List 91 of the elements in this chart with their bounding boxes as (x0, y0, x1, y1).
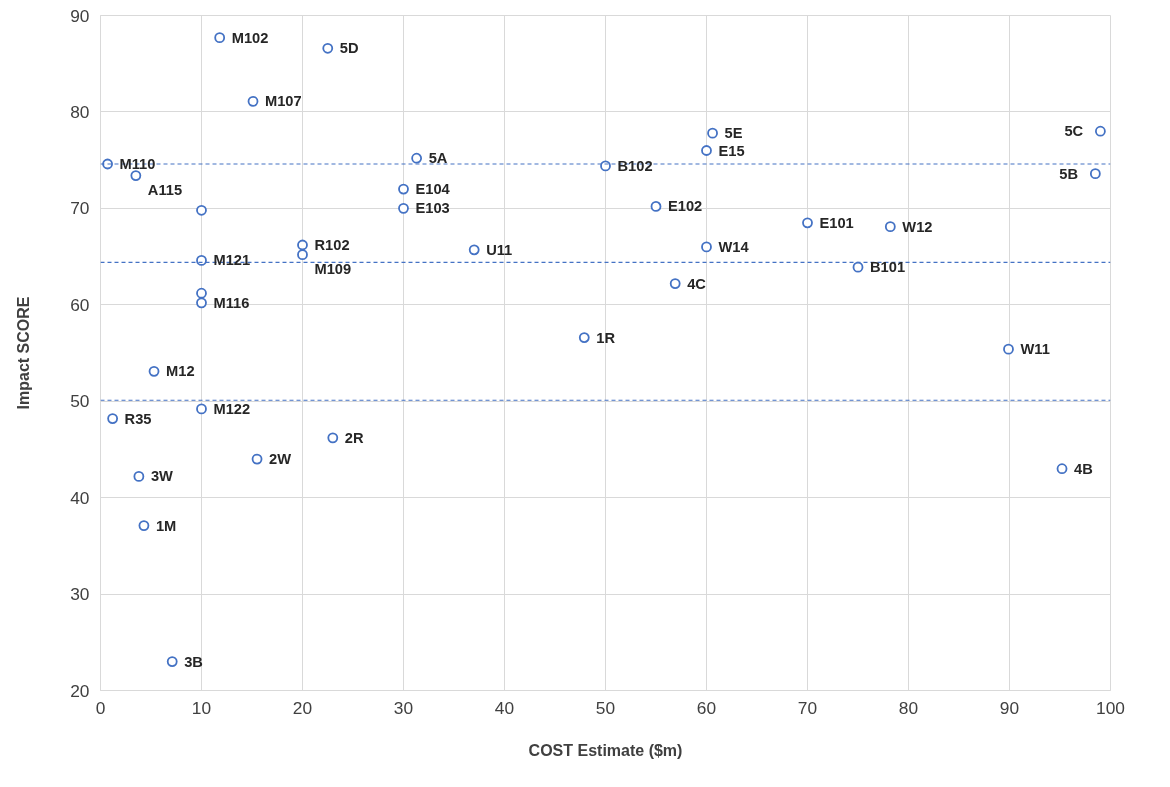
point (130, 170, 142, 181)
annotation: M107 (265, 93, 302, 110)
point (1056, 463, 1068, 475)
annotation: R35 (124, 410, 152, 427)
point (398, 202, 409, 214)
point (1089, 168, 1101, 180)
annotation: 5A (428, 150, 448, 167)
x-tick-label: 90 (999, 697, 1020, 718)
annotation: 5C (1064, 123, 1084, 140)
point (327, 432, 339, 444)
point (802, 217, 813, 229)
point (196, 403, 207, 415)
annotation: U11 (486, 241, 513, 258)
annotation: E15 (718, 142, 745, 159)
point (852, 261, 864, 273)
y-tick-label: 70 (70, 198, 90, 219)
point (133, 471, 145, 482)
annotation: M110 (119, 156, 156, 172)
annotation: 4B (1074, 460, 1093, 477)
x-tick-label: 40 (494, 697, 515, 718)
x-tick-label: 30 (393, 697, 414, 718)
point (247, 95, 259, 107)
point (669, 278, 681, 289)
point (196, 204, 207, 216)
annotation: M109 (314, 260, 352, 277)
annotation: E103 (415, 200, 450, 217)
annotation: A115 (147, 181, 183, 198)
x-tick-label: 50 (595, 697, 616, 718)
x-tick-label: 60 (696, 697, 717, 718)
annotation: 1R (596, 329, 616, 346)
annotation: 3B (184, 653, 203, 670)
annotation: 2R (344, 429, 364, 446)
annotation: W12 (902, 218, 933, 235)
point (214, 32, 226, 44)
y-tick-label: 90 (70, 5, 90, 26)
annotation: 5D (339, 40, 359, 57)
point (701, 241, 712, 253)
point (884, 221, 896, 233)
annotation: 2W (269, 451, 292, 468)
point (107, 413, 119, 424)
annotation: M12 (166, 363, 195, 380)
y-tick-label: 60 (70, 294, 90, 315)
y-tick-label: 80 (70, 101, 90, 122)
x-axis-title: COST Estimate ($m) (528, 741, 683, 759)
point (196, 255, 207, 266)
point (468, 244, 480, 256)
annotation: W11 (1020, 341, 1050, 358)
point (1003, 343, 1014, 355)
annotation: 1M (155, 517, 177, 534)
annotation: E104 (415, 181, 451, 198)
annotation: E101 (819, 214, 854, 231)
x-tick-label: 0 (95, 697, 106, 718)
y-axis-title: Impact SCORE (15, 296, 33, 410)
point (138, 520, 150, 531)
annotation: 3W (150, 468, 174, 485)
annotation: W14 (718, 238, 750, 255)
point (650, 201, 662, 212)
point (578, 332, 590, 343)
annotation: M122 (213, 400, 251, 417)
y-tick-label: 20 (70, 680, 90, 701)
x-tick-label: 10 (191, 697, 212, 718)
point (148, 365, 160, 377)
annotation: E102 (668, 198, 703, 215)
annotation: B101 (870, 259, 906, 276)
point (411, 152, 423, 164)
annotation: M102 (231, 29, 269, 46)
annotation: 4C (687, 275, 707, 292)
y-tick-label: 30 (70, 584, 90, 605)
annotation: M121 (213, 252, 251, 269)
point (1095, 125, 1106, 137)
annotation: R102 (314, 237, 350, 253)
annotation: 5B (1059, 165, 1079, 182)
x-tick-label: 20 (292, 697, 313, 718)
point (297, 249, 308, 261)
point (297, 239, 308, 251)
annotation: B102 (617, 157, 653, 174)
annotation: M116 (213, 294, 250, 311)
point (398, 183, 409, 195)
y-tick-label: 50 (70, 391, 90, 412)
point (166, 656, 178, 667)
y-tick-label: 40 (70, 487, 90, 508)
point (196, 287, 207, 299)
point (196, 297, 207, 309)
point (701, 145, 712, 156)
point (707, 127, 718, 139)
x-tick-label: 80 (898, 697, 919, 718)
x-tick-label: 70 (797, 697, 818, 718)
point (251, 453, 263, 465)
x-tick-label: 100 (1096, 697, 1125, 718)
point (322, 42, 334, 54)
annotation: 5E (724, 125, 743, 142)
